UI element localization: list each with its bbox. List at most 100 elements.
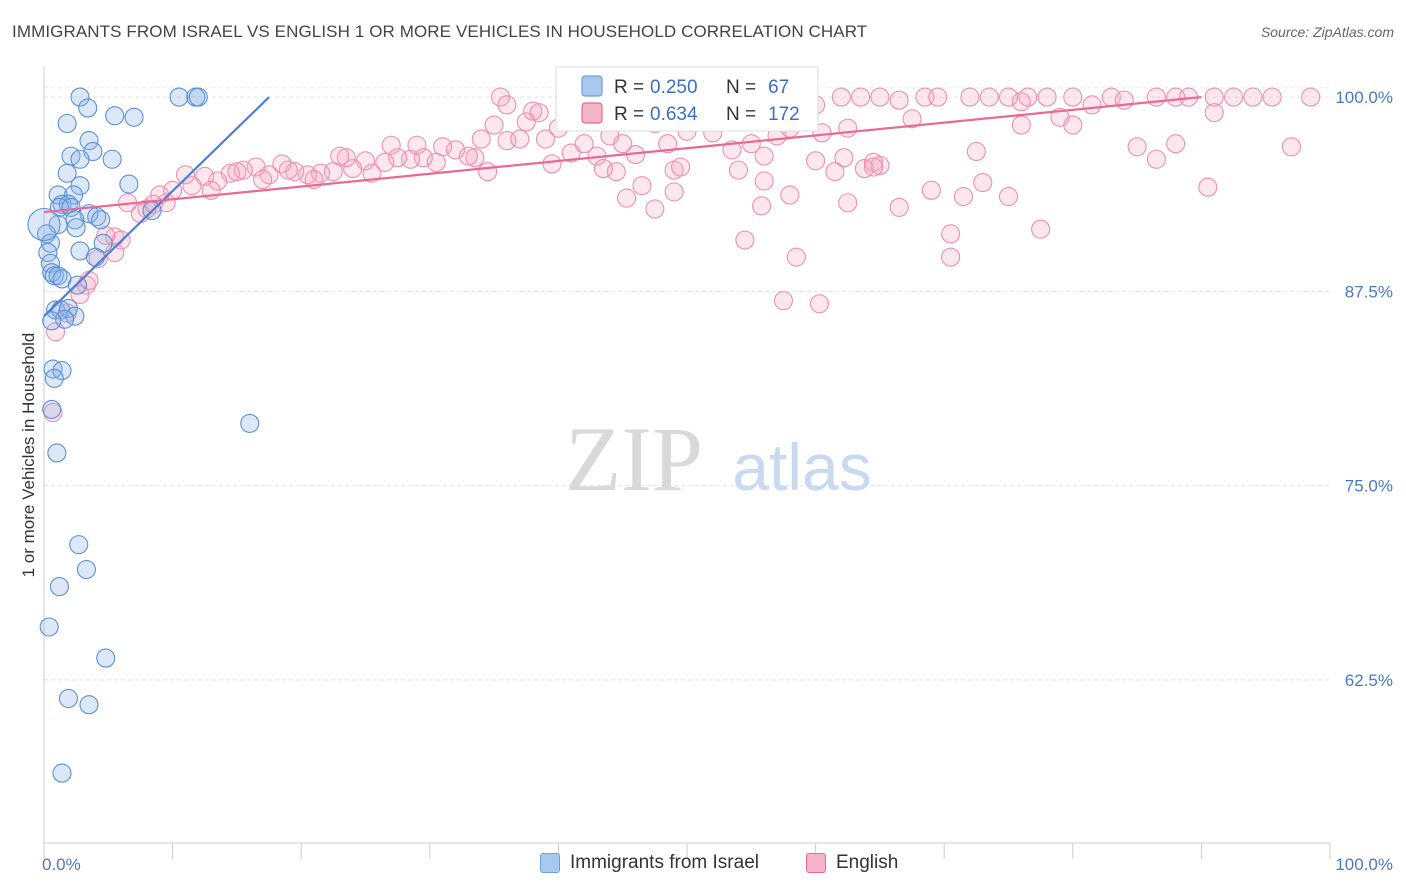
legend-n-value-0: 67: [768, 77, 789, 98]
english-point-131: [407, 135, 427, 155]
english-point-125: [227, 162, 247, 182]
israel-point-15: [70, 176, 90, 196]
english-point-71: [613, 134, 633, 154]
chart-title: IMMIGRANTS FROM ISRAEL VS ENGLISH 1 OR M…: [12, 22, 868, 41]
y-tick-label-3: 100.0%: [1335, 88, 1393, 107]
english-point-144: [1050, 107, 1070, 127]
english-point-157: [617, 188, 637, 208]
english-point-37: [1011, 115, 1031, 135]
israel-point-4: [78, 98, 98, 118]
english-point-148: [1204, 103, 1224, 123]
english-point-1: [523, 101, 543, 121]
israel-point-43: [58, 298, 78, 318]
israel-point-55: [49, 577, 69, 597]
y-tick-label-2: 87.5%: [1345, 282, 1393, 301]
english-point-39: [1281, 137, 1301, 157]
english-point-35: [902, 109, 922, 129]
israel-point-50: [42, 399, 62, 419]
english-point-23: [1082, 95, 1102, 115]
english-point-147: [1166, 134, 1186, 154]
english-point-22: [1063, 87, 1083, 107]
english-point-42: [973, 173, 993, 193]
english-point-132: [458, 146, 478, 166]
legend-label-english: English: [836, 852, 899, 873]
english-point-66: [658, 134, 678, 154]
y-tick-label-0: 62.5%: [1345, 671, 1393, 690]
legend-label-israel: Immigrants from Israel: [570, 852, 759, 873]
legend-n-label-1: N =: [726, 104, 756, 125]
english-point-81: [471, 129, 491, 149]
english-point-54: [728, 160, 748, 180]
israel-point-53: [69, 535, 89, 555]
israel-point-12: [102, 149, 122, 169]
english-point-55: [735, 230, 755, 250]
english-point-145: [941, 247, 961, 267]
english-point-115: [96, 225, 116, 245]
english-point-104: [182, 176, 202, 196]
israel-point-0: [70, 87, 90, 107]
israel-point-56: [39, 617, 59, 637]
english-point-48: [889, 197, 909, 217]
english-point-154: [773, 291, 794, 311]
english-point-161: [497, 95, 517, 115]
israel-trend-line: [43, 96, 270, 317]
bottom-legend: Immigrants from Israel English: [0, 852, 1406, 880]
israel-point-5: [105, 106, 125, 126]
english-point-45: [1127, 137, 1147, 157]
legend-swatch-0: [581, 75, 603, 97]
english-point-31: [1243, 87, 1263, 107]
english-point-162: [529, 103, 549, 123]
legend-r-label-0: R =: [614, 77, 644, 98]
israel-point-1: [169, 87, 189, 107]
israel-point-7: [57, 113, 77, 134]
english-point-159: [752, 196, 772, 216]
legend-box: R = 0.250 N = 67 R = 0.634 N = 172: [555, 66, 819, 132]
source-credit: Source: ZipAtlas.com: [1260, 24, 1394, 40]
legend-item-israel[interactable]: Immigrants from Israel: [540, 852, 759, 874]
english-point-102: [208, 171, 228, 191]
english-trend-line: [43, 95, 1202, 214]
english-point-127: [278, 160, 298, 180]
israel-point-6: [124, 107, 144, 127]
trend-lines: [43, 95, 1202, 317]
legend-item-english[interactable]: English: [806, 852, 898, 874]
english-point-92: [336, 148, 356, 168]
legend-r-value-0: 0.250: [650, 77, 698, 98]
english-point-146: [1031, 219, 1051, 239]
israel-point-54: [76, 559, 96, 580]
israel-point-57: [96, 648, 116, 668]
english-point-87: [388, 148, 408, 168]
english-point-16: [928, 87, 948, 107]
legend-r-value-1: 0.634: [650, 104, 698, 125]
english-point-155: [809, 294, 830, 314]
english-point-156: [593, 159, 613, 179]
israel-point-60: [52, 763, 72, 783]
english-point-135: [542, 154, 562, 174]
english-point-138: [754, 171, 774, 191]
x-tick-label-1: 100.0%: [1335, 855, 1393, 874]
english-point-64: [671, 157, 691, 177]
english-point-76: [535, 129, 556, 149]
israel-point-24: [91, 210, 111, 230]
english-point-133: [478, 162, 498, 182]
israel-point-13: [57, 163, 77, 183]
english-point-30: [1224, 87, 1244, 107]
y-axis-title: 1 or more Vehicles in Household: [19, 333, 38, 578]
english-point-33: [1301, 87, 1321, 107]
english-point-137: [664, 182, 684, 202]
english-point-50: [838, 193, 858, 213]
english-point-130: [381, 135, 401, 155]
israel-point-34: [85, 247, 105, 267]
english-point-141: [921, 180, 941, 200]
english-point-126: [253, 169, 273, 189]
english-point-139: [806, 151, 826, 171]
english-point-160: [863, 157, 884, 177]
english-point-17: [960, 87, 980, 107]
english-point-25: [1114, 90, 1134, 110]
english-point-143: [1011, 92, 1031, 112]
english-point-57: [825, 162, 845, 182]
english-point-105: [175, 165, 196, 185]
english-point-84: [426, 152, 446, 172]
israel-point-46: [42, 311, 62, 331]
